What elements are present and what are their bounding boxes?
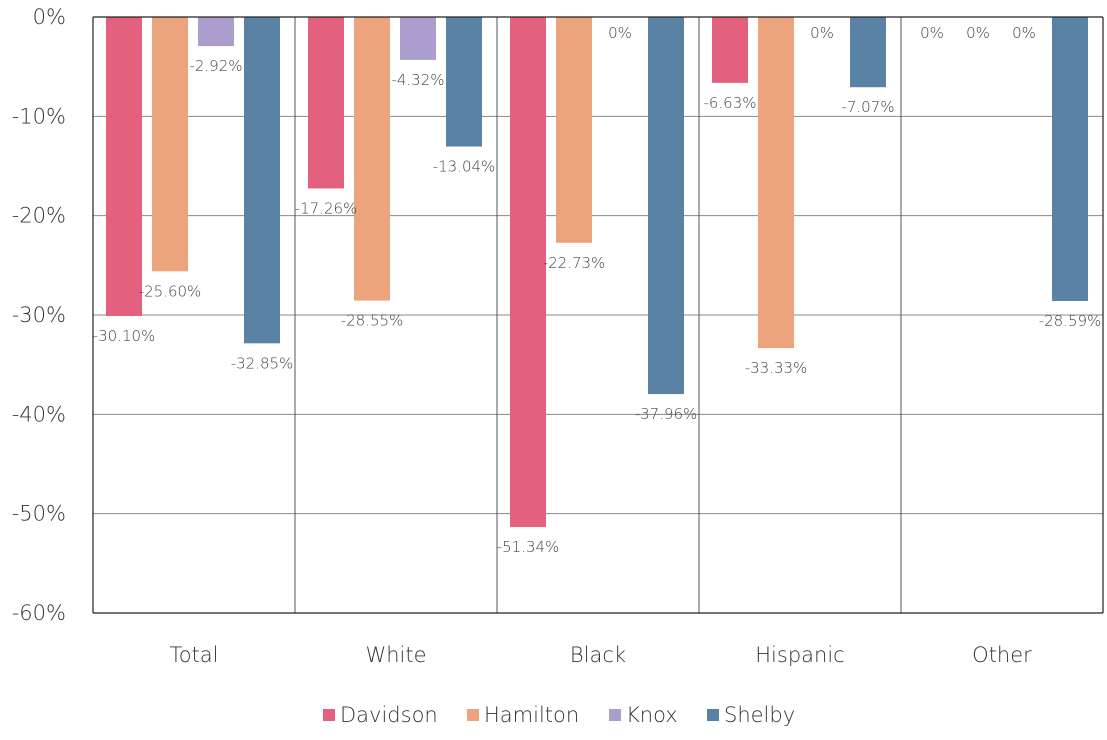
legend-swatch-davidson [323,709,335,721]
bar-hamilton [758,17,794,349]
data-label: 0% [966,24,990,42]
bar-davidson [106,17,142,316]
data-label: -32.85% [231,354,294,372]
bar-knox [400,17,436,60]
bar-shelby [1052,17,1088,301]
category-label: Hispanic [755,643,844,667]
bar-knox [198,17,234,47]
data-label: 0% [920,24,944,42]
y-tick-label: -40% [12,402,66,426]
y-tick-label: -20% [12,204,66,228]
bar-hamilton [556,17,592,243]
data-label: -2.92% [189,57,242,75]
bar-hamilton [354,17,390,301]
data-label: 0% [608,24,632,42]
data-label: -28.55% [341,312,404,330]
legend-label: Hamilton [484,703,579,727]
y-tick-label: 0% [33,5,66,29]
bars-layer [106,17,1088,527]
category-label: White [365,643,426,667]
legend: Davidson Hamilton Knox Shelby [323,703,795,727]
data-label: -33.33% [745,359,808,377]
bar-davidson [308,17,344,189]
bar-shelby [648,17,684,395]
bar-hamilton [152,17,188,272]
data-label: -6.63% [703,94,756,112]
data-label: -22.73% [543,254,606,272]
data-label: 0% [1012,24,1036,42]
data-labels-layer: -30.10% -17.26% -51.34% -6.63% 0% -25.60% -28.… [93,24,1102,556]
y-tick-label: -60% [12,601,66,625]
data-label: -13.04% [433,158,496,176]
y-tick-label: -10% [12,104,66,128]
y-tick-label: -30% [12,303,66,327]
category-label: Total [169,643,218,667]
category-label: Black [570,643,626,667]
data-label: -28.59% [1039,312,1102,330]
data-label: -17.26% [295,199,358,217]
data-label: -4.32% [391,71,444,89]
bar-shelby [244,17,280,344]
bar-davidson [712,17,748,83]
data-label: -37.96% [635,405,698,423]
data-label: -30.10% [93,327,156,345]
data-label: 0% [810,24,834,42]
legend-label: Shelby [724,703,795,727]
legend-swatch-knox [609,709,621,721]
legend-label: Davidson [340,703,438,727]
legend-swatch-shelby [707,709,719,721]
legend-swatch-hamilton [467,709,479,721]
data-label: -25.60% [139,282,202,300]
bar-shelby [850,17,886,88]
data-label: -7.07% [841,98,894,116]
y-tick-label: -50% [12,502,66,526]
legend-label: Knox [626,703,678,727]
category-label: Other [972,643,1032,667]
bar-davidson [510,17,546,527]
bar-shelby [446,17,482,147]
axis-layer: 0% -10% -20% -30% -40% -50% -60% Total White Blac… [12,5,1104,667]
data-label: -51.34% [497,538,560,556]
